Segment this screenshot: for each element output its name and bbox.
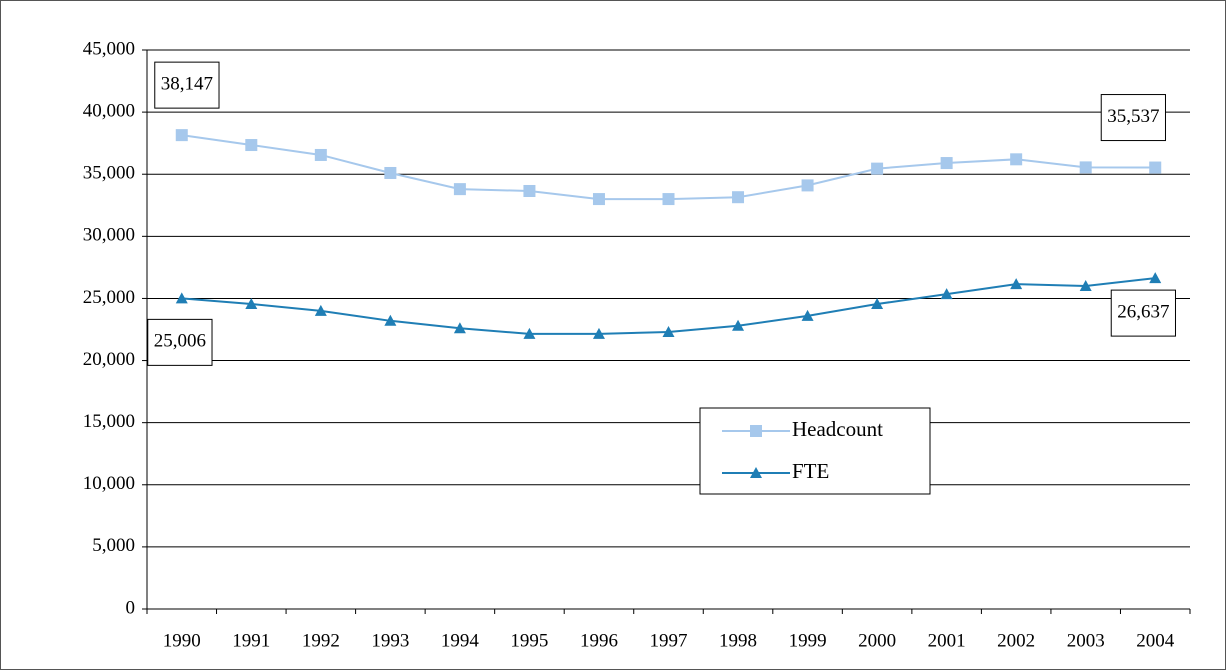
y-tick-label: 45,000 (83, 38, 135, 59)
point (1149, 272, 1162, 284)
x-tick-label: 1992 (302, 630, 340, 651)
point (175, 129, 188, 142)
value-label-box (154, 61, 220, 109)
point (662, 193, 675, 206)
y-tick-label: 25,000 (83, 287, 135, 308)
x-tick-label: 2000 (858, 630, 896, 651)
legend-box (699, 407, 931, 495)
point (453, 183, 466, 196)
x-tick-label: 1990 (163, 630, 201, 651)
point (940, 288, 953, 300)
value-label: 35,537 (1100, 94, 1166, 142)
x-tick-label: 1993 (371, 630, 409, 651)
point (384, 166, 397, 179)
x-tick-label: 1997 (650, 630, 688, 651)
point (940, 157, 953, 170)
point (523, 327, 536, 339)
point (314, 148, 327, 161)
value-label-box (1110, 289, 1176, 337)
value-label-text: 38,147 (161, 73, 213, 94)
value-label: 26,637 (1110, 289, 1176, 337)
y-tick-label: 40,000 (83, 100, 135, 121)
point (245, 298, 258, 310)
point (1079, 280, 1092, 292)
legend-marker (750, 425, 762, 437)
point (1010, 153, 1023, 166)
legend-label: FTE (792, 459, 829, 483)
legend: Headcount FTE (699, 407, 931, 495)
value-label-box (1100, 94, 1166, 142)
point (871, 298, 884, 310)
x-tick-label: 1991 (232, 630, 270, 651)
x-tick-label: 1996 (580, 630, 618, 651)
x-tick-label: 1995 (510, 630, 548, 651)
x-tick-label: 2003 (1067, 630, 1105, 651)
y-tick-label: 20,000 (83, 349, 135, 370)
value-label: 38,147 (154, 61, 220, 109)
point (384, 314, 397, 326)
value-label-box (147, 318, 213, 366)
x-tick-label: 1994 (441, 630, 480, 651)
point (801, 309, 814, 321)
value-label-text: 26,637 (1117, 301, 1169, 322)
point (1149, 161, 1162, 174)
y-tick-label: 30,000 (83, 225, 135, 246)
y-tick-label: 0 (126, 597, 136, 618)
point (1079, 161, 1092, 174)
x-tick-label: 2001 (928, 630, 966, 651)
point (245, 139, 258, 152)
point (732, 319, 745, 331)
point (175, 292, 188, 304)
y-tick-label: 15,000 (83, 411, 135, 432)
point (314, 304, 327, 316)
point (732, 191, 745, 204)
point (871, 162, 884, 175)
value-label: 25,006 (147, 318, 213, 366)
y-tick-label: 5,000 (92, 535, 135, 556)
point (523, 184, 536, 197)
x-tick-label: 2004 (1136, 630, 1175, 651)
point (592, 193, 605, 206)
point (801, 179, 814, 192)
point (453, 322, 466, 334)
value-label-text: 25,006 (154, 331, 206, 352)
y-tick-label: 35,000 (83, 163, 135, 184)
point (592, 327, 605, 339)
point (1010, 278, 1023, 290)
x-tick-label: 1999 (789, 630, 827, 651)
legend-marker (750, 467, 762, 478)
legend-label: Headcount (792, 417, 883, 441)
x-tick-label: 1998 (719, 630, 757, 651)
x-tick-label: 2002 (997, 630, 1035, 651)
y-tick-label: 10,000 (83, 473, 135, 494)
point (662, 325, 675, 337)
value-label-text: 35,537 (1107, 106, 1159, 127)
